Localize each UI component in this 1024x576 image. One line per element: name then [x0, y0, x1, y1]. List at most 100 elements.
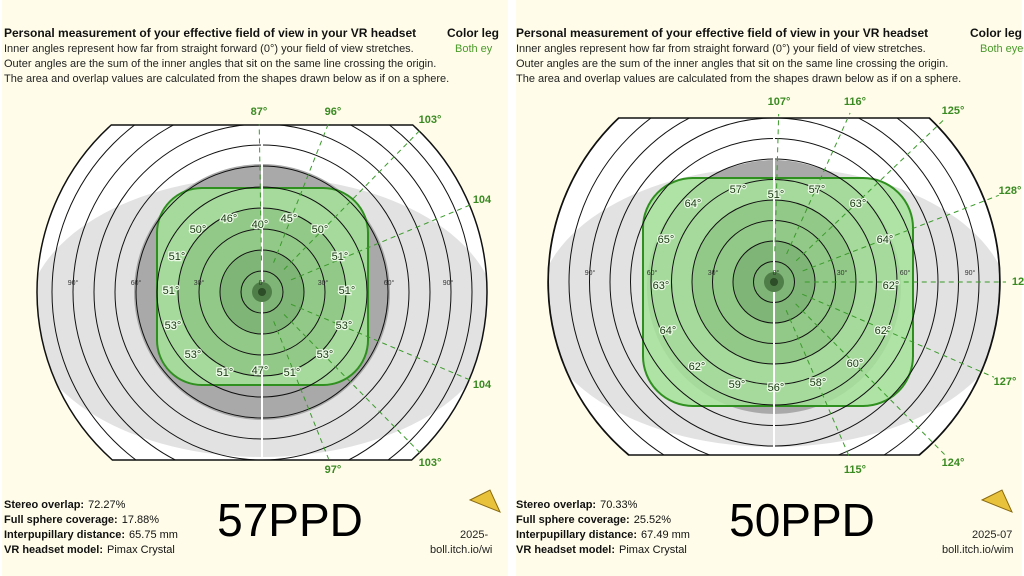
outer-angle: 116° [844, 96, 866, 108]
outer-angle: 115° [844, 464, 866, 476]
inner-angle: 53° [165, 320, 182, 332]
stat-value: 67.49 mm [641, 529, 690, 541]
inner-angle: 65° [658, 234, 675, 246]
inner-angle: 51° [339, 285, 356, 297]
scale-label: 60° [647, 269, 658, 277]
inner-angle: 53° [317, 349, 334, 361]
description-line: Outer angles are the sum of the inner an… [516, 58, 948, 70]
stat-label: Interpupillary distance: [516, 529, 637, 541]
outer-angle: 97° [325, 464, 342, 476]
outer-angle: 104 [473, 379, 492, 391]
fov-outline [36, 124, 488, 461]
stat-value: Pimax Crystal [619, 544, 687, 556]
inner-angle: 63° [653, 280, 670, 292]
scale-label: 60° [384, 279, 395, 287]
stat-label: Stereo overlap: [516, 499, 596, 511]
legend-item: Both eye [980, 43, 1023, 55]
center-mark [770, 278, 778, 286]
inner-angle: 57° [809, 184, 826, 196]
angle-ray [795, 118, 945, 262]
outer-angle: 12 [1012, 276, 1024, 288]
panel: Personal measurement of your effective f… [514, 0, 1024, 576]
inner-angle: 47° [252, 365, 269, 377]
inner-angle: 62° [883, 280, 900, 292]
stat-line: Interpupillary distance: 65.75 mm [4, 529, 178, 541]
angle-ray [774, 113, 780, 252]
stat-value: 72.27% [88, 499, 126, 511]
stat-line: Interpupillary distance: 67.49 mm [516, 529, 690, 541]
stat-label: VR headset model: [4, 544, 103, 556]
inner-angle: 62° [875, 325, 892, 337]
panel-title: Personal measurement of your effective f… [4, 26, 416, 40]
scale-label: 30° [194, 279, 205, 287]
stat-label: Full sphere coverage: [4, 514, 118, 526]
angle-ray [786, 112, 851, 255]
inner-angle: 64° [685, 198, 702, 210]
inner-angle: 45° [281, 213, 298, 225]
stat-line: VR headset model: Pimax Crystal [516, 544, 687, 556]
outer-angle: 103° [419, 457, 442, 469]
outer-angle: 103° [419, 114, 442, 126]
inner-angle: 51° [284, 367, 301, 379]
stat-label: Interpupillary distance: [4, 529, 125, 541]
grid-circle [51, 125, 473, 460]
angle-ray [290, 204, 472, 281]
inner-angle: 62° [689, 361, 706, 373]
scale-label: 30° [837, 269, 848, 277]
inner-angle: 51° [332, 251, 349, 263]
angle-ray [290, 303, 472, 381]
inner-angle: 57° [730, 184, 747, 196]
footer-url: boll.itch.io/wi [430, 544, 492, 556]
inner-angle: 58° [810, 377, 827, 389]
outer-angle: 124° [942, 457, 965, 469]
stat-line: Stereo overlap: 72.27% [4, 499, 126, 511]
stat-line: VR headset model: Pimax Crystal [4, 544, 175, 556]
fov-clipped [37, 125, 488, 460]
inner-angle: 51° [169, 251, 186, 263]
angle-ray [273, 321, 330, 460]
footer-url: boll.itch.io/wim [942, 544, 1014, 556]
angle-ray [258, 123, 262, 261]
inner-angle: 51° [163, 285, 180, 297]
inner-angle: 64° [660, 325, 677, 337]
fov-clipped [548, 118, 1001, 455]
stat-value: 70.33% [600, 499, 638, 511]
description-line: Outer angles are the sum of the inner an… [4, 58, 436, 70]
legend-title: Color leg [970, 26, 1022, 40]
outer-angle: 128° [999, 185, 1022, 197]
inner-angle: 60° [847, 358, 864, 370]
description-line: The area and overlap values are calculat… [516, 73, 961, 85]
grid-circle [93, 125, 431, 460]
legend-title: Color leg [447, 26, 499, 40]
stat-line: Full sphere coverage: 17.88% [4, 514, 159, 526]
panel: Personal measurement of your effective f… [2, 0, 510, 576]
stat-value: 25.52% [634, 514, 672, 526]
scale-label: 0° [773, 269, 780, 277]
footer-date: 2025- [460, 529, 488, 541]
stat-value: Pimax Crystal [107, 544, 175, 556]
stat-line: Stereo overlap: 70.33% [516, 499, 638, 511]
description-line: Inner angles represent how far from stra… [516, 43, 926, 55]
logo-icon [468, 489, 501, 513]
center-mark [258, 288, 266, 296]
scale-label: 90° [965, 269, 976, 277]
stereo-area [642, 177, 914, 407]
outer-angle: 107° [768, 96, 791, 108]
ppd-label: 57PPD [217, 494, 363, 546]
inner-angle: 63° [850, 198, 867, 210]
grid-circle [72, 125, 452, 460]
outer-angle: 96° [325, 106, 342, 118]
stat-line: Full sphere coverage: 25.52% [516, 514, 671, 526]
scale-label: 60° [900, 269, 911, 277]
stat-value: 17.88% [122, 514, 160, 526]
stat-value: 65.75 mm [129, 529, 178, 541]
scale-label: 90° [68, 279, 79, 287]
inner-angle: 56° [768, 382, 785, 394]
inner-angle: 46° [221, 213, 238, 225]
inner-angle: 51° [217, 367, 234, 379]
inner-angle: 53° [185, 349, 202, 361]
inner-angle: 50° [190, 224, 207, 236]
inner-angle: 51° [768, 189, 785, 201]
inner-angle: 50° [312, 224, 329, 236]
